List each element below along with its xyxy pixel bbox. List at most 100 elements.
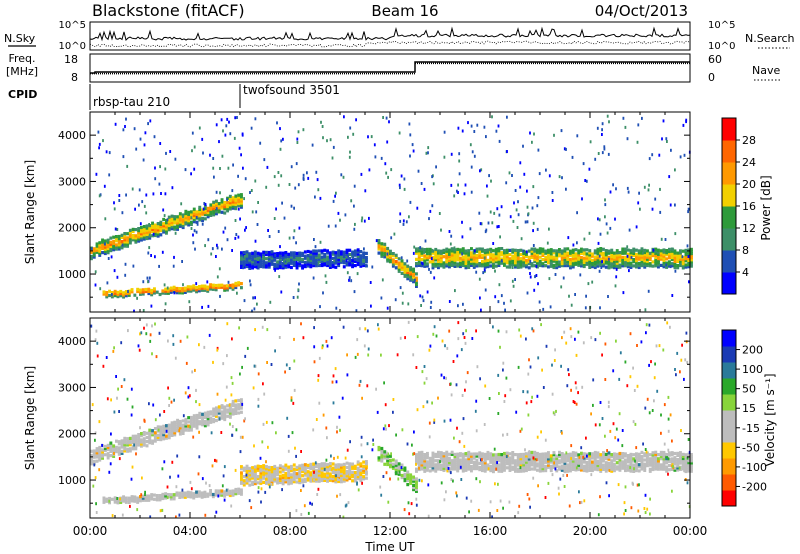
echo-cell <box>320 257 324 261</box>
echo-cell <box>502 361 505 365</box>
echo-cell <box>287 480 291 484</box>
echo-cell <box>394 260 398 264</box>
echo-cell <box>103 184 106 188</box>
echo-cell <box>610 465 614 469</box>
count-tick-top-right: 10^5 <box>708 20 735 31</box>
echo-cell <box>503 257 506 261</box>
echo-cell <box>95 511 98 514</box>
echo-cell <box>437 465 440 469</box>
echo-cell <box>190 222 193 226</box>
echo-cell <box>433 420 436 424</box>
echo-cell <box>266 361 268 364</box>
echo-cell <box>388 120 390 124</box>
echo-cell <box>434 463 438 467</box>
echo-cell <box>276 254 279 258</box>
echo-cell <box>331 470 335 474</box>
echo-cell <box>359 462 363 466</box>
echo-cell <box>519 455 523 459</box>
echo-cell <box>201 414 204 418</box>
echo-cell <box>399 219 402 223</box>
echo-cell <box>453 459 457 463</box>
echo-cell <box>117 247 121 251</box>
echo-cell <box>207 304 210 308</box>
echo-cell <box>276 266 279 270</box>
echo-cell <box>607 259 611 264</box>
echo-cell <box>604 203 607 207</box>
echo-cell <box>148 276 151 280</box>
echo-cell <box>400 476 404 480</box>
echo-cell <box>601 122 604 126</box>
echo-cell <box>312 261 316 266</box>
echo-cell <box>325 339 328 343</box>
echo-cell <box>505 457 509 462</box>
echo-cell <box>601 260 603 264</box>
echo-cell <box>178 430 182 434</box>
echo-cell <box>320 462 324 466</box>
echo-cell <box>140 442 143 446</box>
echo-cell <box>456 452 460 456</box>
echo-cell <box>353 253 357 257</box>
echo-cell <box>483 423 486 426</box>
echo-cell <box>364 327 367 331</box>
echo-cell <box>574 254 578 258</box>
echo-cell <box>312 257 316 261</box>
echo-cell <box>626 186 629 190</box>
echo-cell <box>111 293 113 296</box>
echo-cell <box>328 253 332 257</box>
echo-cell <box>439 467 443 471</box>
echo-cell <box>515 208 518 212</box>
echo-cell <box>437 461 440 465</box>
echo-cell <box>490 250 492 254</box>
echo-cell <box>242 263 246 267</box>
echo-cell <box>646 397 649 401</box>
echo-cell <box>593 453 597 457</box>
echo-cell <box>352 132 355 136</box>
echo-cell <box>635 458 638 462</box>
echo-cell <box>470 454 473 458</box>
echo-cell <box>558 175 561 179</box>
echo-cell <box>133 127 136 131</box>
echo-cell <box>613 264 616 268</box>
echo-cell <box>213 175 215 179</box>
echo-cell <box>599 263 603 267</box>
echo-cell <box>133 499 137 503</box>
echo-cell <box>615 255 619 259</box>
echo-cell <box>525 460 528 464</box>
echo-cell <box>290 251 293 255</box>
echo-cell <box>431 457 435 462</box>
echo-cell <box>137 237 141 241</box>
echo-cell <box>181 425 185 429</box>
echo-cell <box>192 218 196 222</box>
echo-cell <box>312 276 315 280</box>
echo-cell <box>164 291 168 295</box>
echo-cell <box>651 252 655 256</box>
echo-cell <box>273 262 277 266</box>
echo-cell <box>658 153 661 157</box>
echo-cell <box>486 465 490 469</box>
echo-cell <box>300 489 302 492</box>
echo-cell <box>245 473 248 477</box>
echo-cell <box>303 477 307 481</box>
echo-cell <box>580 455 583 460</box>
echo-cell <box>119 292 123 296</box>
echo-cell <box>397 269 401 273</box>
echo-cell <box>495 129 498 133</box>
echo-cell <box>296 295 299 299</box>
echo-cell <box>417 461 421 465</box>
echo-cell <box>428 463 432 467</box>
echo-cell <box>96 341 99 345</box>
echo-cell <box>483 463 487 467</box>
echo-cell <box>673 249 677 253</box>
echo-cell <box>323 472 327 476</box>
echo-cell <box>195 230 198 234</box>
echo-cell <box>615 452 619 456</box>
echo-cell <box>607 251 611 255</box>
echo-cell <box>412 278 415 282</box>
echo-cell <box>116 501 120 505</box>
echo-cell <box>345 259 348 263</box>
echo-cell <box>192 422 196 426</box>
echo-cell <box>270 470 274 474</box>
echo-cell <box>270 258 274 262</box>
echo-cell <box>624 255 627 259</box>
echo-cell <box>517 213 520 217</box>
